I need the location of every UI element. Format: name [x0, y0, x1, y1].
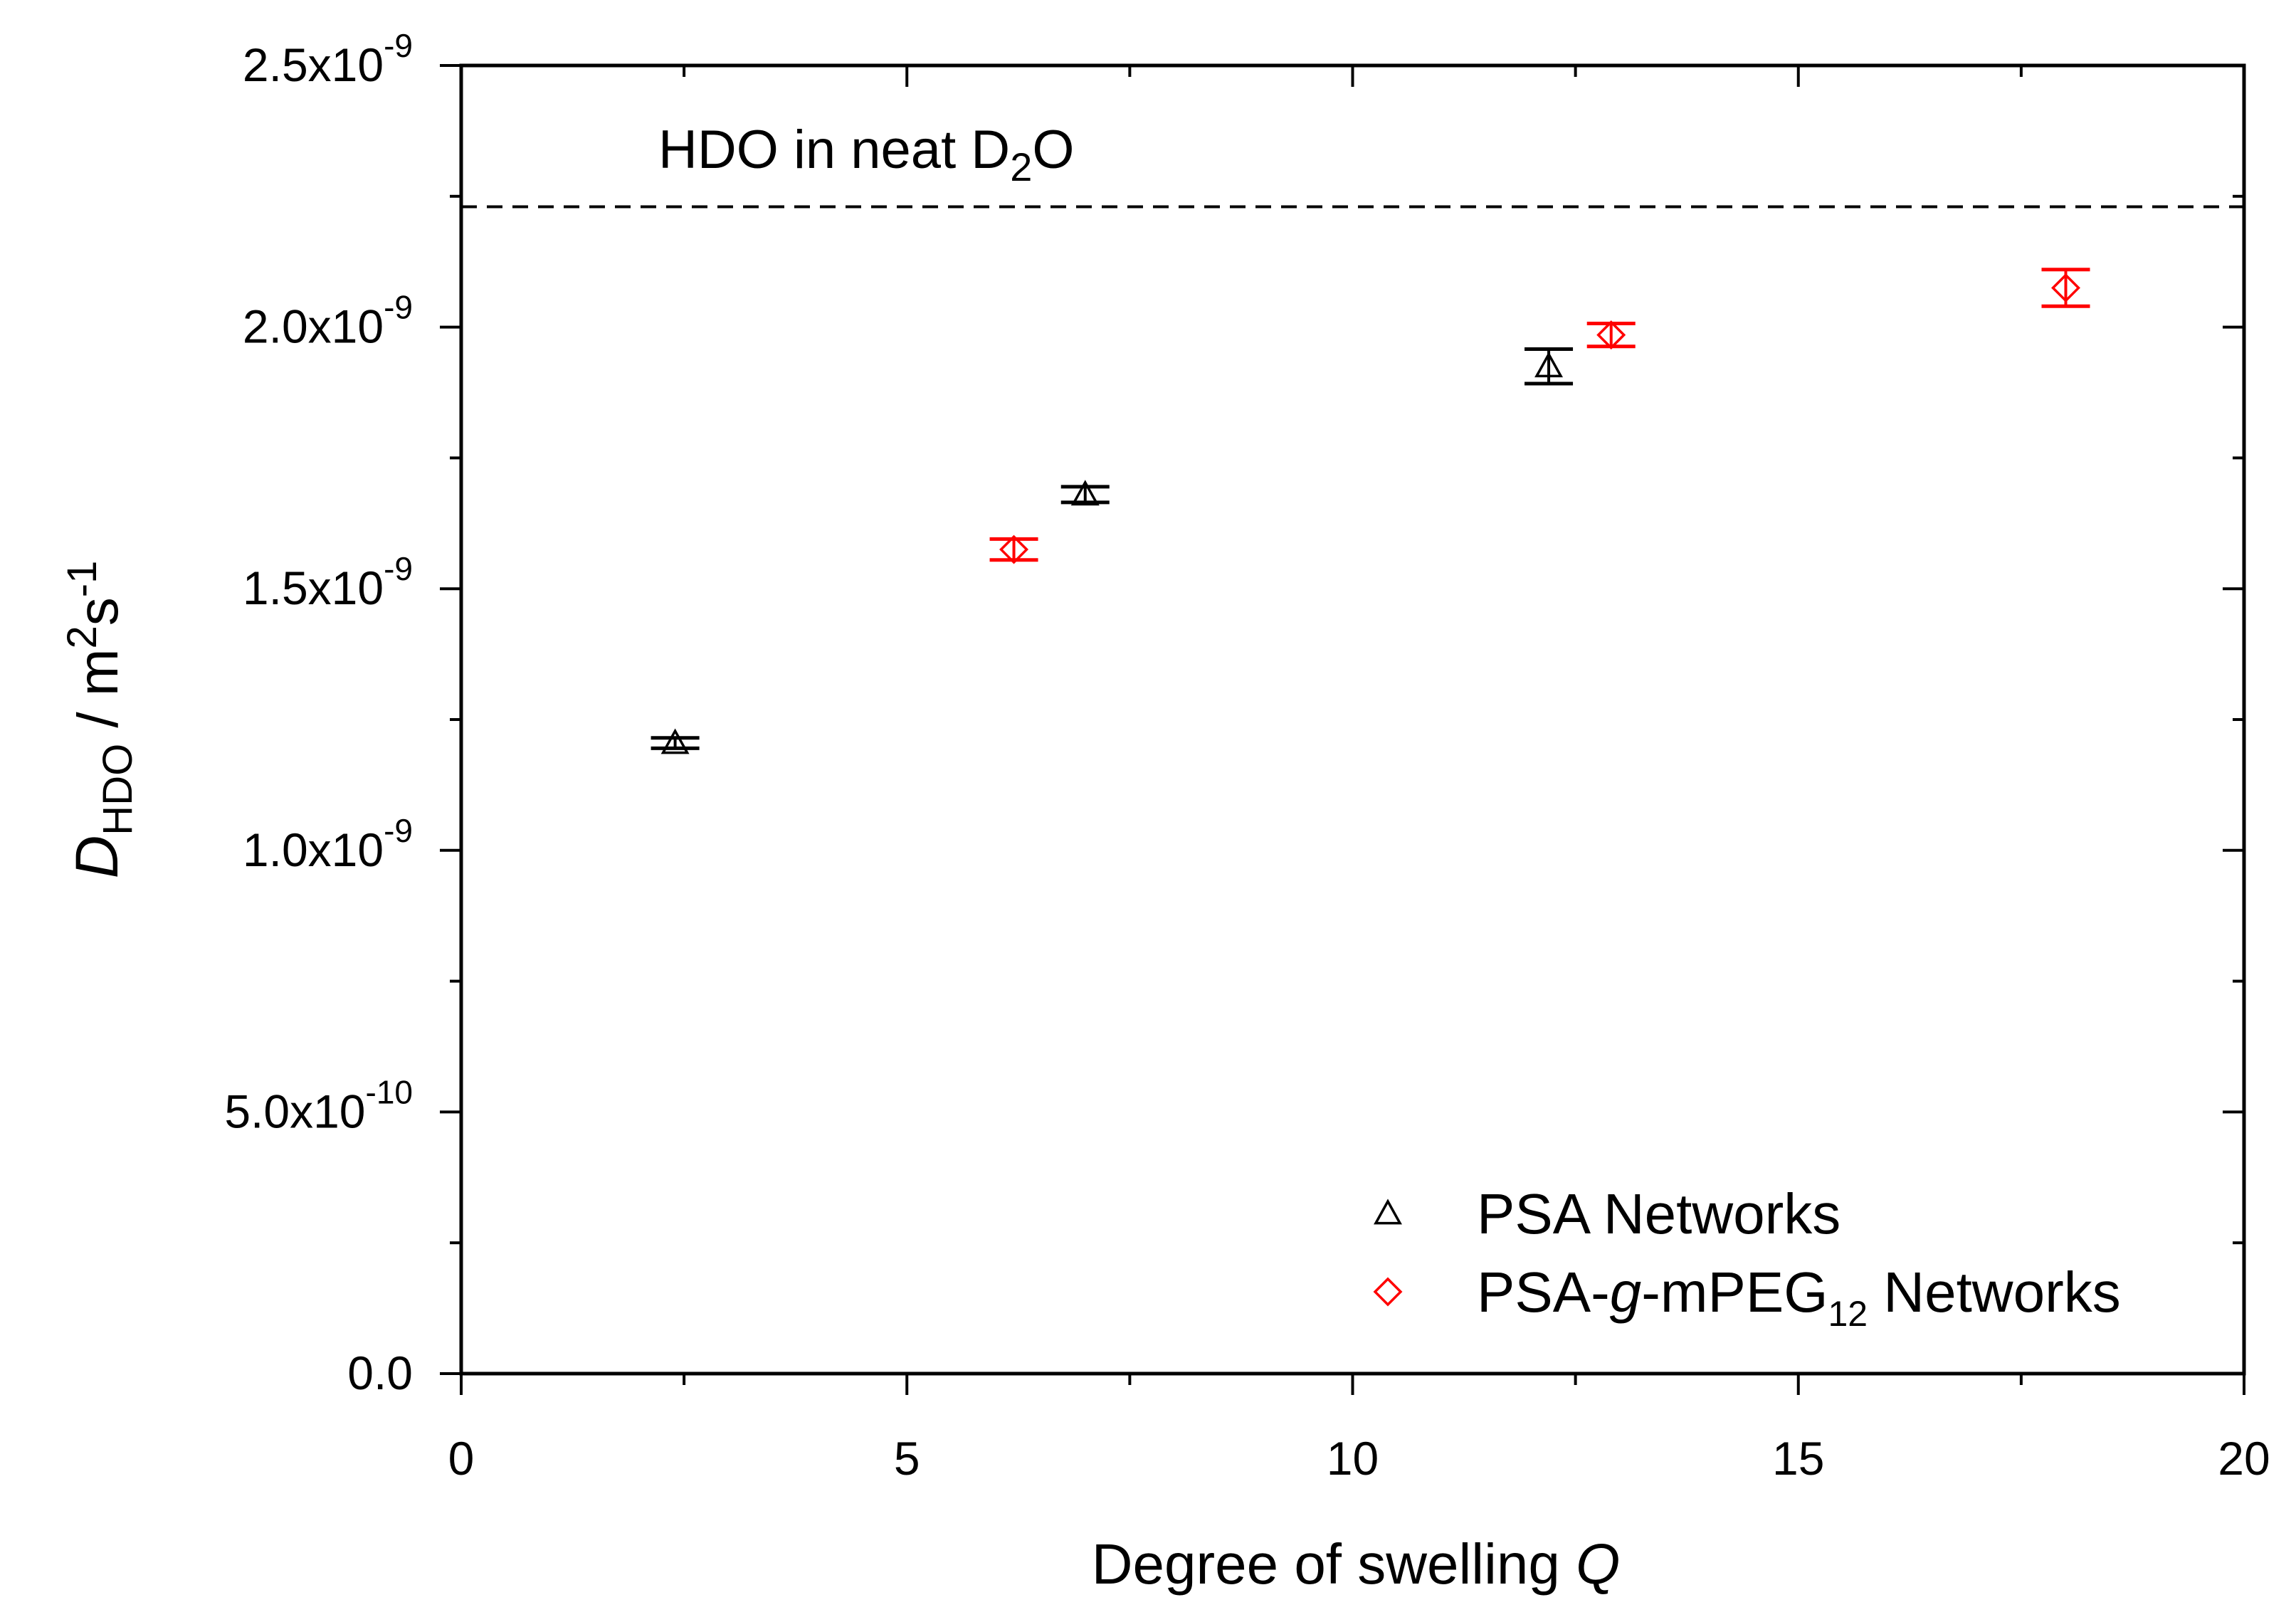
- y-tick-label: 5.0x10-10: [224, 1073, 413, 1137]
- y-tick-label: 2.0x10-9: [243, 289, 413, 353]
- y-axis-title: DHDO / m2s-1: [59, 561, 141, 879]
- legend-marker: [1373, 1277, 1403, 1307]
- data-point-group: [1060, 480, 1110, 506]
- data-point-group: [1524, 347, 1574, 386]
- data-point-group: [1586, 320, 1636, 350]
- x-tick-label: 10: [1327, 1432, 1379, 1485]
- x-tick-label: 20: [2218, 1432, 2270, 1485]
- x-tick-label: 5: [894, 1432, 920, 1485]
- data-point: [999, 534, 1029, 564]
- y-tick-label: 1.0x10-9: [243, 812, 413, 876]
- legend: PSA Networks PSA-g-mPEG12 Networks: [1373, 1182, 2121, 1334]
- y-tick-label: 2.5x10-9: [243, 27, 413, 91]
- legend-label: PSA Networks: [1477, 1182, 1841, 1246]
- x-axis-title: Degree of swelling Q: [1092, 1532, 1621, 1596]
- plot-frame: [459, 63, 2246, 1376]
- x-tick-labels: 0 5 10 15 20: [448, 1432, 2270, 1485]
- y-tick-label: 0.0: [347, 1347, 413, 1399]
- legend-marker: [1374, 1199, 1402, 1225]
- reference-line-label: HDO in neat D2O: [658, 120, 1074, 189]
- data-point: [660, 728, 690, 754]
- data-points: [651, 268, 2090, 754]
- y-tick-label: 1.5x10-9: [243, 550, 413, 614]
- data-point-group: [651, 728, 700, 754]
- data-point-group: [2041, 268, 2090, 308]
- data-point: [1596, 320, 1626, 350]
- legend-label: PSA-g-mPEG12 Networks: [1477, 1260, 2121, 1334]
- x-tick-label: 15: [1772, 1432, 1824, 1485]
- data-point: [1070, 480, 1100, 506]
- y-tick-labels: 0.0 5.0x10-10 1.0x10-9 1.5x10-9 2.0x10-9 2.5x…: [224, 27, 413, 1399]
- data-point-group: [989, 534, 1038, 564]
- data-point: [2051, 273, 2080, 302]
- data-point: [1534, 352, 1564, 378]
- x-tick-label: 0: [448, 1432, 475, 1485]
